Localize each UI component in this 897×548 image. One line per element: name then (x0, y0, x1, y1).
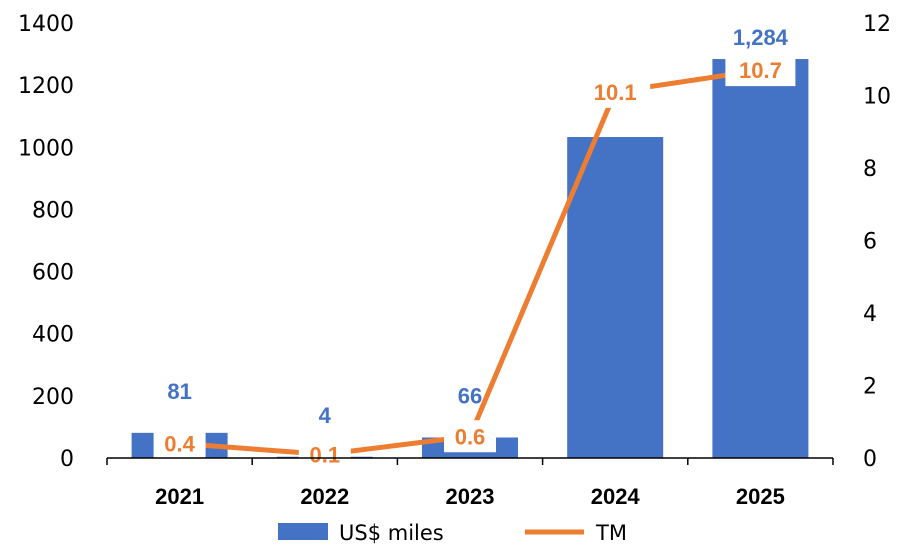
legend-label-line: TM (595, 521, 627, 545)
right-tick-label: 6 (863, 230, 877, 255)
left-axis: 0 200 400 600 800 1000 1200 1400 (18, 12, 74, 472)
right-tick-label: 12 (863, 12, 891, 37)
bar (712, 59, 809, 459)
legend-swatch-bars (278, 523, 328, 540)
right-tick-label: 2 (863, 375, 877, 400)
line-data-labels: 0.4 0.1 0.6 10.1 10.7 (153, 54, 796, 471)
bar-data-label: 66 (458, 383, 482, 408)
legend-label-bars: US$ miles (339, 521, 444, 545)
line-data-label: 10.7 (739, 58, 782, 83)
line-data-label: 10.1 (594, 80, 637, 105)
left-tick-label: 400 (32, 323, 74, 348)
right-tick-label: 4 (863, 302, 877, 327)
right-tick-label: 10 (863, 85, 891, 110)
bar (567, 137, 664, 458)
legend: US$ miles TM (278, 521, 627, 545)
line-data-label: 0.6 (455, 424, 486, 449)
left-tick-label: 800 (32, 198, 74, 223)
category-labels: 2021 2022 2023 2024 2025 (155, 484, 785, 509)
bar-series (131, 59, 809, 459)
category-label: 2021 (155, 484, 204, 509)
left-tick-label: 1400 (18, 12, 74, 37)
category-label: 2024 (591, 484, 641, 509)
x-axis-ticks (106, 458, 834, 465)
left-tick-label: 1200 (18, 74, 74, 99)
left-tick-label: 0 (60, 447, 74, 472)
line-label-box (580, 75, 651, 108)
line-label-box (725, 54, 796, 87)
bar-data-labels: 81 4 66 1,284 (167, 25, 788, 428)
line-data-label: 0.4 (164, 432, 195, 457)
left-tick-label: 600 (32, 261, 74, 286)
bar-data-label: 1,284 (733, 25, 789, 50)
line-label-box (444, 420, 496, 453)
category-label: 2023 (446, 484, 495, 509)
category-label: 2025 (736, 484, 785, 509)
left-tick-label: 200 (32, 385, 74, 410)
line-label-box (153, 427, 206, 460)
right-tick-label: 0 (863, 447, 877, 472)
bar-data-label: 4 (319, 403, 332, 428)
right-axis: 0 2 4 6 8 10 12 (863, 12, 891, 472)
right-tick-label: 8 (863, 157, 877, 182)
left-tick-label: 1000 (18, 136, 74, 161)
line-data-label: 0.1 (310, 442, 341, 467)
category-label: 2022 (300, 484, 349, 509)
line-label-box (298, 438, 351, 471)
bar-data-label: 81 (167, 379, 191, 404)
